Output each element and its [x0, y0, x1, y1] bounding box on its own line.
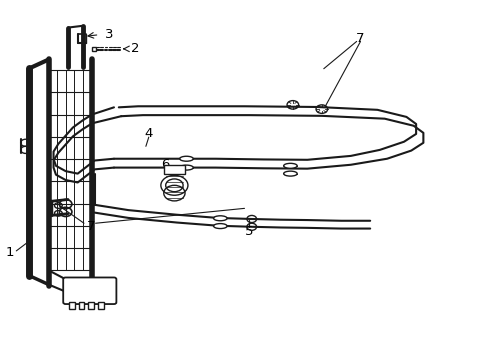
Ellipse shape: [213, 216, 226, 221]
FancyBboxPatch shape: [63, 278, 116, 304]
Bar: [98, 302, 103, 309]
Ellipse shape: [213, 224, 226, 229]
Text: 4: 4: [144, 127, 153, 140]
Bar: [92, 47, 96, 51]
Ellipse shape: [180, 165, 193, 170]
Text: 1: 1: [6, 246, 14, 259]
Text: 5: 5: [244, 225, 253, 238]
Text: 7: 7: [87, 220, 95, 233]
Text: 7: 7: [356, 32, 364, 45]
Bar: [163, 165, 184, 174]
Ellipse shape: [283, 163, 297, 168]
Ellipse shape: [283, 171, 297, 176]
Bar: [79, 302, 84, 309]
Bar: [88, 302, 94, 309]
Text: 3: 3: [104, 28, 113, 41]
Ellipse shape: [180, 156, 193, 161]
Text: 6: 6: [161, 158, 169, 171]
Bar: [69, 302, 75, 309]
Text: 2: 2: [131, 42, 140, 55]
